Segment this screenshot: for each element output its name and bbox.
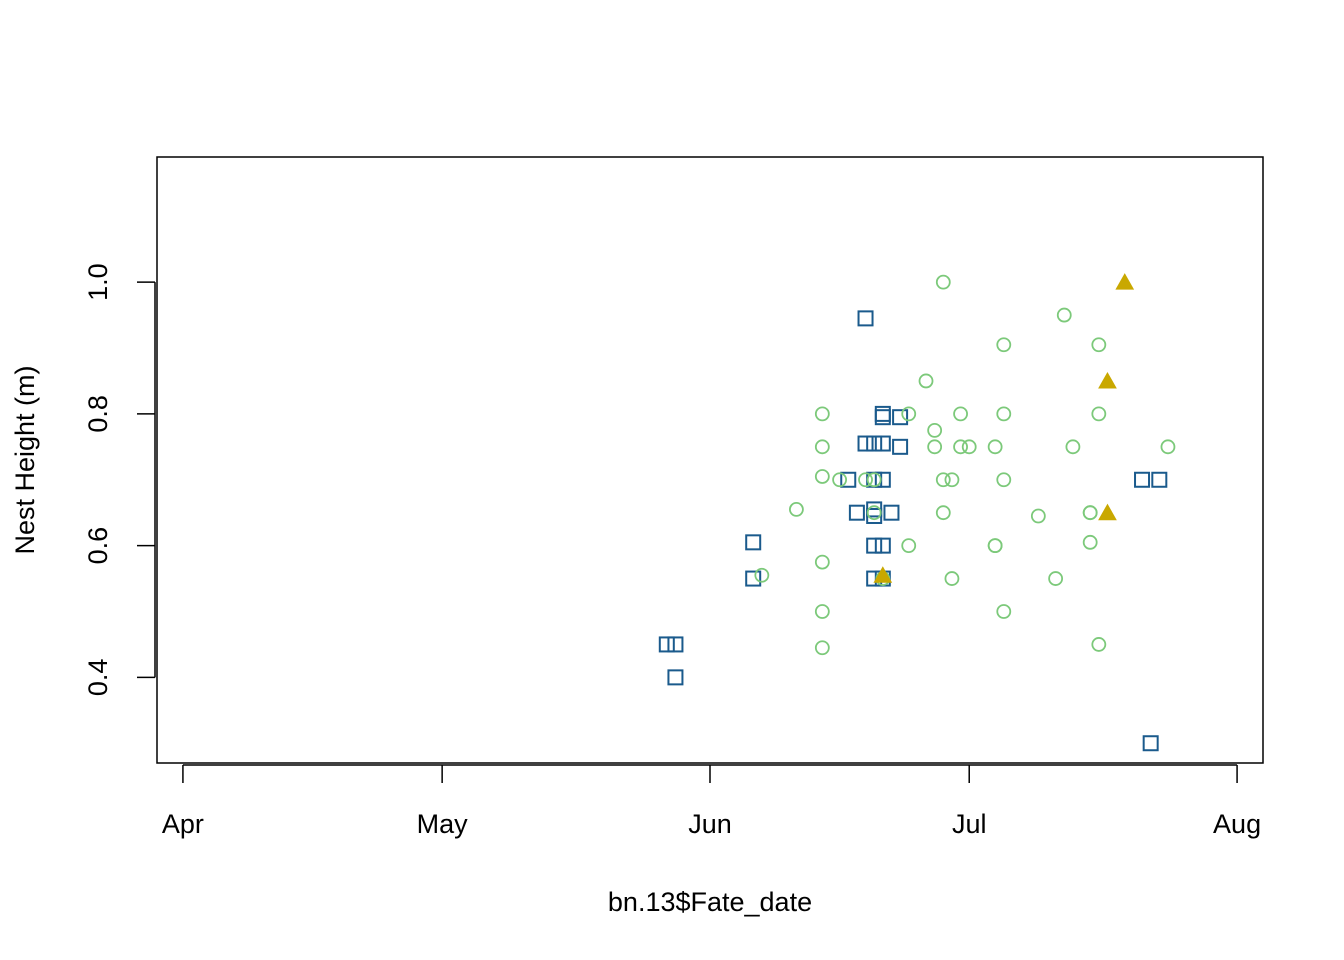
- x-tick-label: Jul: [952, 809, 987, 839]
- data-point-circle: [1091, 337, 1107, 353]
- data-point-square: [667, 636, 684, 653]
- data-point-square: [866, 435, 883, 452]
- data-point-circle: [1091, 406, 1107, 422]
- data-point-square: [1151, 471, 1168, 488]
- data-point-circle: [996, 472, 1012, 488]
- data-point-circle: [814, 604, 830, 619]
- y-axis: 0.4 0.6 0.8 1.0: [83, 263, 156, 697]
- data-point-square: [892, 438, 909, 455]
- data-point-circle: [935, 472, 951, 488]
- data-point-circle: [1048, 571, 1064, 586]
- data-point-circle: [754, 567, 770, 583]
- data-point-square: [874, 435, 891, 452]
- data-point-circle: [1056, 307, 1072, 323]
- data-point-circle: [918, 373, 934, 389]
- data-points: [658, 273, 1176, 752]
- data-point-circle: [789, 502, 804, 517]
- data-point-circle: [1030, 508, 1046, 524]
- data-point-square: [874, 409, 891, 426]
- data-point-square: [866, 537, 883, 554]
- data-point-circle: [935, 274, 951, 290]
- data-point-circle: [814, 439, 830, 455]
- data-point-square: [745, 534, 762, 551]
- data-point-circle: [944, 571, 960, 586]
- data-point-circle: [814, 469, 830, 484]
- data-point-triangle: [1098, 503, 1117, 521]
- y-axis-label: Nest Height (m): [10, 365, 40, 554]
- data-point-triangle: [1115, 273, 1135, 290]
- x-axis: Apr May Jun Jul Aug: [162, 764, 1261, 839]
- data-point-square: [667, 669, 684, 686]
- data-point-circle: [961, 439, 977, 455]
- data-point-circle: [814, 406, 830, 422]
- data-point-circle: [953, 439, 968, 455]
- data-point-square: [874, 537, 891, 554]
- data-point-circle: [1091, 637, 1107, 652]
- data-point-square: [848, 504, 865, 521]
- x-tick-label: Aug: [1213, 809, 1261, 839]
- data-point-square: [883, 504, 900, 521]
- data-point-circle: [935, 505, 951, 521]
- data-point-circle: [1160, 439, 1176, 455]
- data-point-circle: [927, 439, 943, 455]
- data-point-circle: [858, 472, 873, 488]
- data-point-triangle: [873, 566, 893, 583]
- data-point-circle: [1082, 505, 1098, 521]
- data-point-circle: [927, 422, 943, 438]
- y-tick-label: 0.6: [83, 527, 113, 565]
- y-tick-label: 0.8: [83, 395, 113, 433]
- x-axis-label: bn.13$Fate_date: [608, 887, 812, 917]
- data-point-circle: [987, 538, 1003, 554]
- data-point-circle: [944, 472, 960, 488]
- data-point-circle: [996, 406, 1012, 422]
- data-point-square: [874, 405, 891, 422]
- data-point-circle: [996, 337, 1012, 353]
- data-point-circle: [1065, 439, 1081, 455]
- data-point-square: [1142, 735, 1159, 752]
- y-tick-label: 1.0: [83, 263, 113, 301]
- data-point-square: [1134, 471, 1151, 488]
- data-point-square: [840, 471, 857, 488]
- x-tick-label: Apr: [162, 809, 204, 839]
- x-tick-label: Jun: [688, 809, 732, 839]
- data-point-circle: [987, 439, 1003, 455]
- data-point-circle: [1082, 534, 1098, 550]
- data-point-circle: [814, 640, 830, 656]
- plot-frame: [156, 156, 1264, 764]
- data-point-circle: [814, 554, 830, 570]
- data-point-square: [866, 507, 883, 524]
- x-tick-label: May: [417, 809, 469, 839]
- data-point-circle: [996, 604, 1012, 619]
- data-point-circle: [866, 505, 882, 521]
- data-point-square: [658, 636, 675, 653]
- data-point-square: [874, 471, 891, 488]
- data-point-triangle: [1098, 371, 1117, 389]
- data-point-square: [857, 435, 874, 452]
- data-point-circle: [832, 472, 848, 488]
- data-point-square: [857, 310, 874, 327]
- y-tick-label: 0.4: [83, 659, 113, 697]
- data-point-circle: [901, 538, 917, 554]
- data-point-circle: [901, 406, 917, 422]
- data-point-circle: [866, 472, 882, 488]
- data-point-square: [892, 409, 909, 426]
- data-point-circle: [953, 406, 968, 422]
- data-point-square: [745, 570, 762, 587]
